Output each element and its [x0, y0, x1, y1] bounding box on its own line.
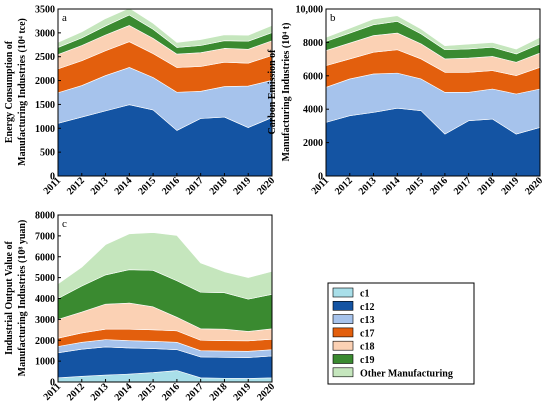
legend-label: Other Manufacturing [360, 368, 453, 379]
y-axis-label: Manufacturing Industries (10⁸ yuan) [17, 220, 28, 377]
x-tick-label: 2016 [160, 175, 182, 197]
y-tick-label: 2500 [35, 52, 55, 63]
y-tick-label: 4000 [35, 294, 55, 305]
x-tick-label: 2019 [231, 381, 253, 403]
y-axis-label: Manufacturing Industries (10⁴ tce) [17, 18, 28, 166]
y-axis-label: Industrial Output Value of [4, 241, 15, 355]
panel-a: 0 500 1000 1500 2000 2500 3000 3500 2011 2012 2013… [4, 5, 277, 198]
x-tick-label: 2019 [231, 175, 253, 197]
x-tick-label: 2018 [476, 175, 498, 197]
x-tick-label: 2013 [357, 175, 379, 197]
legend-swatch-c13 [332, 314, 354, 324]
y-tick-label: 6000 [35, 252, 55, 263]
x-tick-label: 2013 [89, 381, 111, 403]
x-tick-label: 2012 [65, 175, 87, 197]
x-tick-label: 2012 [65, 381, 87, 403]
y-tick-label: 4000 [303, 105, 323, 116]
y-tick-label: 0 [50, 378, 55, 389]
y-tick-label: 8000 [35, 211, 55, 222]
x-tick-label: 2014 [113, 175, 135, 197]
x-tick-label: 2017 [184, 175, 206, 197]
y-tick-label: 3000 [35, 315, 55, 326]
legend-label: c18 [360, 342, 374, 353]
y-tick-label: 5000 [35, 273, 55, 284]
y-tick-label: 7000 [35, 231, 55, 242]
x-tick-label: 2014 [381, 175, 403, 197]
y-tick-label: 0 [318, 172, 323, 183]
x-tick-label: 2020 [255, 175, 277, 197]
legend-swatch-other-manufacturing [332, 367, 354, 378]
y-tick-label: 6000 [303, 71, 323, 82]
legend-label: c1 [360, 289, 369, 300]
x-tick-label: 2018 [208, 381, 230, 403]
x-tick-label: 2016 [160, 381, 182, 403]
y-tick-label: 8000 [303, 38, 323, 49]
x-tick-label: 2012 [333, 175, 355, 197]
x-tick-label: 2011 [310, 175, 332, 197]
panel-letter: c [62, 218, 67, 230]
x-tick-label: 2015 [136, 175, 158, 197]
legend-swatch-c18 [332, 340, 354, 351]
x-tick-label: 2011 [42, 175, 64, 197]
y-tick-label: 1000 [35, 124, 55, 135]
legend-label: c17 [360, 328, 374, 339]
x-tick-label: 2016 [428, 175, 450, 197]
y-tick-label: 2000 [303, 138, 323, 149]
y-tick-label: 0 [50, 172, 55, 183]
x-tick-label: 2017 [452, 175, 474, 197]
x-tick-label: 2015 [136, 381, 158, 403]
y-tick-label: 3000 [35, 28, 55, 39]
x-tick-label: 2018 [208, 175, 230, 197]
y-tick-label: 1000 [35, 357, 55, 368]
legend: c1 c12 c13 c17 c18 c19 Other Manufacturing [327, 282, 475, 385]
legend-swatch-c17 [332, 327, 354, 338]
y-tick-label: 500 [40, 148, 55, 159]
legend-swatch-c19 [332, 354, 354, 364]
x-tick-label: 2013 [89, 175, 111, 197]
x-tick-label: 2019 [499, 175, 521, 197]
x-tick-label: 2011 [42, 381, 64, 403]
panel-letter: b [330, 12, 336, 24]
legend-label: c19 [360, 355, 374, 366]
x-tick-label: 2020 [523, 175, 545, 197]
y-axis-label: Carbon Emission of [267, 49, 278, 135]
x-tick-label: 2017 [184, 381, 206, 403]
legend-label: c13 [360, 315, 374, 326]
y-tick-label: 3500 [35, 5, 55, 16]
x-tick-label: 2014 [113, 381, 135, 403]
panel-letter: a [62, 12, 67, 24]
y-tick-label: 10,000 [296, 5, 324, 16]
axes-frame-b [325, 8, 541, 177]
x-tick-label: 2020 [255, 381, 277, 403]
legend-swatch-c1 [332, 287, 354, 298]
y-axis-label: Energy Consumption of [4, 40, 15, 143]
y-tick-label: 2000 [35, 336, 55, 347]
y-tick-label: 2000 [35, 76, 55, 87]
x-tick-label: 2015 [404, 175, 426, 197]
axes-frame-a [57, 8, 273, 177]
y-tick-label: 1500 [35, 100, 55, 111]
y-axis-label: Manufacturing Industries (10⁴ t) [281, 23, 292, 162]
legend-label: c12 [360, 302, 374, 313]
legend-swatch-c12 [332, 300, 354, 311]
